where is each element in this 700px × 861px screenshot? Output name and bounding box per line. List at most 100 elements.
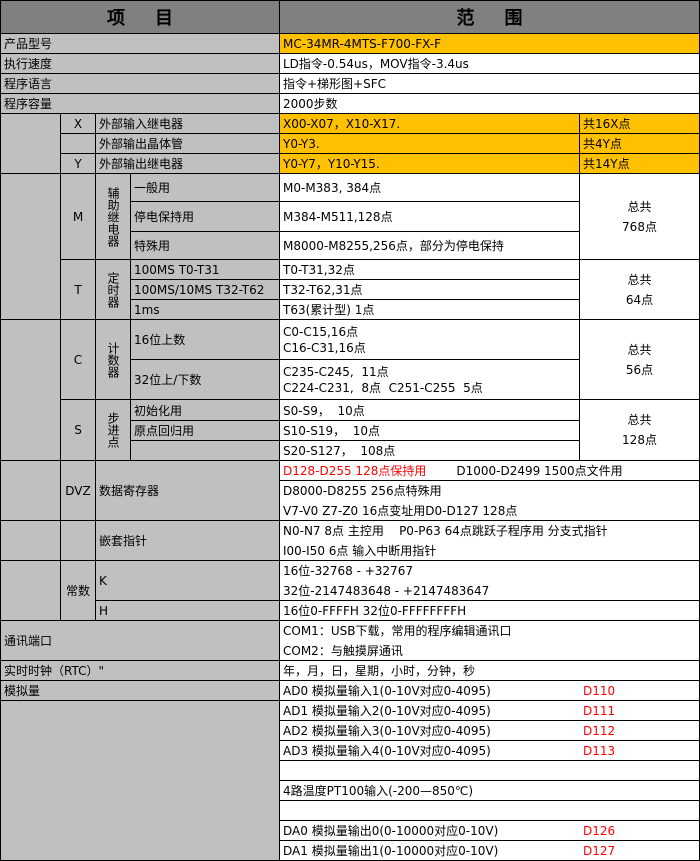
const-h-value: 16位0-FFFFH 32位0-FFFFFFFFH <box>279 600 700 621</box>
total-line: 64点 <box>625 292 654 307</box>
io-code <box>60 133 96 154</box>
t-group: 定时器 <box>95 259 131 320</box>
analog-row: AD1 模拟量输入2(0-10V对应0-4095) D111 <box>279 700 700 721</box>
t-label: 100MS T0-T31 <box>130 259 280 280</box>
analog-register: D111 <box>583 703 616 718</box>
io-value: X00-X07，X10-X17. <box>279 113 580 134</box>
rtc-value: 年，月，日，星期，小时，分钟，秒 <box>279 660 700 681</box>
nest-label: 嵌套指针 <box>95 520 280 561</box>
analog-value: AD2 模拟量输入3(0-10V对应0-4095) <box>283 724 491 738</box>
dvz-file: D1000-D2499 1500点文件用 <box>456 464 623 478</box>
io-label: 外部输出继电器 <box>95 153 280 174</box>
analog-row <box>279 800 700 821</box>
c-label: 16位上数 <box>130 319 280 360</box>
device-group-cell <box>0 173 61 320</box>
t-label: 100MS/10MS T32-T62 <box>130 279 280 300</box>
total-line: 56点 <box>625 362 654 377</box>
value-line: N0-N7 8点 主控用 P0-P63 64点跳跃子程序用 分支式指针 <box>283 523 608 538</box>
analog-row: AD2 模拟量输入3(0-10V对应0-4095) D112 <box>279 720 700 741</box>
t-total: 总共 64点 <box>579 259 700 320</box>
value-line: C16-C31,16点 <box>283 340 366 355</box>
const-k-value: 16位-32768 - +32767 32位-2147483648 - +2147… <box>279 560 700 601</box>
analog-group-cell <box>0 700 280 861</box>
nest-code <box>60 520 96 561</box>
m-value: M384-M511,128点 <box>279 201 580 232</box>
analog-row: AD3 模拟量输入4(0-10V对应0-4095) D113 <box>279 740 700 761</box>
s-label <box>130 440 280 461</box>
s-value: S20-S127， 108点 <box>279 440 580 461</box>
s-label: 原点回归用 <box>130 420 280 441</box>
c-value: C0-C15,16点 C16-C31,16点 <box>279 319 580 360</box>
s-value: S10-S19， 10点 <box>279 420 580 441</box>
value-line: D8000-D8255 256点特殊用 <box>283 483 442 498</box>
m-label: 停电保持用 <box>130 201 280 232</box>
analog-value: DA0 模拟量输出0(0-10000对应0-10V) <box>283 824 499 838</box>
m-value: M0-M383, 384点 <box>279 173 580 202</box>
header-item: 项目 <box>0 0 280 34</box>
analog-row: DA0 模拟量输出0(0-10000对应0-10V) D126 <box>279 820 700 841</box>
analog-row <box>279 760 700 781</box>
dvz-value-1: D128-D255 128点保持用 D1000-D2499 1500点文件用 <box>279 460 700 481</box>
c-total: 总共 56点 <box>579 319 700 400</box>
io-value: Y0-Y3. <box>279 133 580 154</box>
capacity-label: 程序容量 <box>0 93 280 114</box>
model-label: 产品型号 <box>0 33 280 54</box>
s-label: 初始化用 <box>130 399 280 421</box>
dvz-group-cell <box>0 460 61 521</box>
m-value: M8000-M8255,256点，部分为停电保持 <box>279 231 580 260</box>
total-line: 总共 <box>627 413 652 427</box>
t-value: T0-T31,32点 <box>279 259 580 280</box>
capacity-value: 2000步数 <box>279 93 700 114</box>
analog-row: 4路温度PT100输入(-200—850℃) <box>279 780 700 801</box>
comm-value: COM1：USB下载，常用的程序编辑通讯口 COM2：与触摸屏通讯 <box>279 620 700 661</box>
const-group-cell <box>0 560 61 621</box>
total-line: 768点 <box>622 219 657 234</box>
m-total: 总共 768点 <box>579 173 700 260</box>
value-line: V7-V0 Z7-Z0 16点变址用D0-D127 128点 <box>283 503 518 518</box>
c-value: C235-C245, 11点 C224-C231, 8点 C251-C255 5点 <box>279 359 580 400</box>
value-line: COM1：USB下载，常用的程序编辑通讯口 <box>283 623 512 638</box>
dvz-retentive: D128-D255 128点保持用 <box>283 464 427 478</box>
const-h: H <box>95 600 280 621</box>
io-code: Y <box>60 153 96 174</box>
s-code: S <box>60 399 96 461</box>
c-label: 32位上/下数 <box>130 359 280 400</box>
analog-label: 模拟量 <box>0 680 280 701</box>
header-range: 范围 <box>279 0 700 34</box>
m-label: 特殊用 <box>130 231 280 260</box>
nest-group-cell <box>0 520 61 561</box>
c-group: 计数器 <box>95 319 131 400</box>
speed-value: LD指令-0.54us，MOV指令-3.4us <box>279 53 700 74</box>
analog-register: D126 <box>583 823 616 838</box>
io-code: X <box>60 113 96 134</box>
value-line: 16位-32768 - +32767 <box>283 563 413 578</box>
total-line: 总共 <box>627 342 652 357</box>
analog-value: AD3 模拟量输入4(0-10V对应0-4095) <box>283 744 491 758</box>
io-group-cell <box>0 113 61 174</box>
dvz-code: DVZ <box>60 460 96 521</box>
io-count: 共4Y点 <box>579 133 700 154</box>
m-code: M <box>60 173 96 260</box>
analog-row: DA1 模拟量输出1(0-10000对应0-10V) D127 <box>279 840 700 861</box>
s-group: 步进点 <box>95 399 131 461</box>
value-line: C235-C245, 11点 <box>283 364 389 379</box>
rtc-label: 实时时钟（RTC）" <box>0 660 280 681</box>
analog-value: DA1 模拟量输出1(0-10000对应0-10V) <box>283 844 499 858</box>
s-total: 总共 128点 <box>579 399 700 461</box>
io-value: Y0-Y7，Y10-Y15. <box>279 153 580 174</box>
model-value: MC-34MR-4MTS-F700-FX-F <box>279 33 700 54</box>
analog-register: D127 <box>583 843 616 858</box>
analog-register: D113 <box>583 743 616 758</box>
lang-label: 程序语言 <box>0 73 280 94</box>
total-line: 总共 <box>627 199 652 214</box>
analog-value: AD1 模拟量输入2(0-10V对应0-4095) <box>283 704 491 718</box>
t-value: T32-T62,31点 <box>279 279 580 300</box>
analog-value: AD0 模拟量输入1(0-10V对应0-4095) <box>283 684 491 698</box>
lang-value: 指令+梯形图+SFC <box>279 73 700 94</box>
value-line: C0-C15,16点 <box>283 324 359 339</box>
speed-label: 执行速度 <box>0 53 280 74</box>
value-line: C224-C231, 8点 C251-C255 5点 <box>283 380 483 395</box>
s-value: S0-S9， 10点 <box>279 399 580 421</box>
io-count: 共14Y点 <box>579 153 700 174</box>
